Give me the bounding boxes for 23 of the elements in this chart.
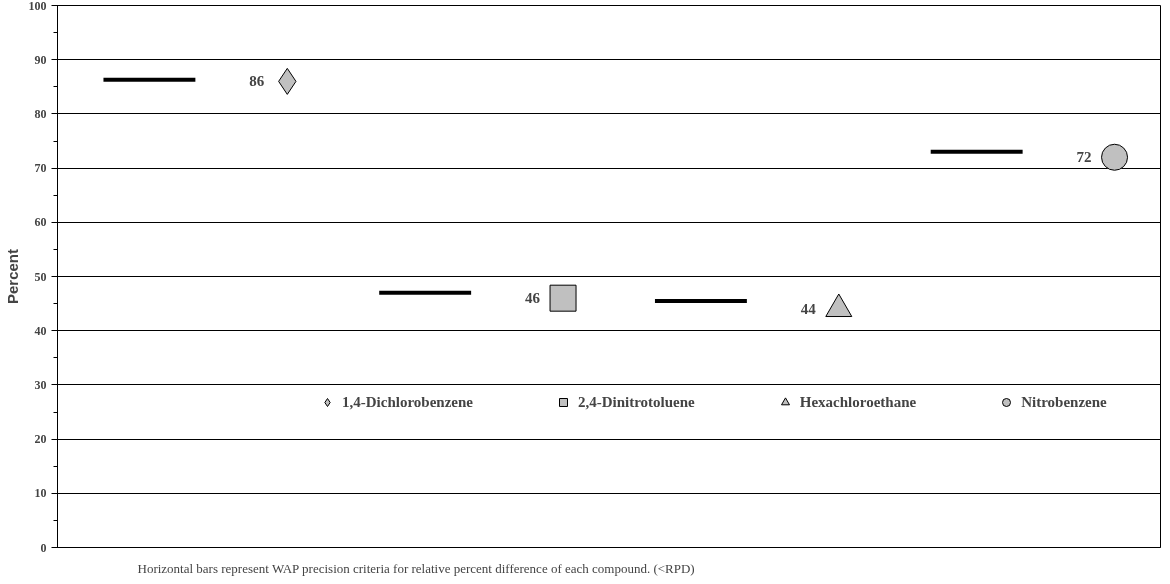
legend-label: Nitrobenzene [1021, 393, 1107, 411]
y-tick-label: 50 [34, 269, 47, 284]
point [549, 284, 577, 312]
y-tick-label: 30 [34, 377, 47, 392]
y-tick-label: 60 [34, 215, 47, 230]
data-label: 72 [1076, 149, 1092, 166]
y-tick-label: 70 [34, 161, 47, 176]
legend-label: Hexachloroethane [799, 393, 917, 411]
y-axis-title: Percent [3, 248, 21, 305]
point [1101, 143, 1129, 171]
data-label: 86 [249, 73, 265, 90]
data-label: 44 [800, 301, 817, 318]
legend-label: 1,4-Dichlorobenzene [342, 393, 473, 411]
y-tick-label: 80 [34, 106, 47, 121]
data-label: 46 [525, 290, 541, 307]
y-tick-label: 90 [34, 52, 47, 67]
y-tick-label: 0 [40, 540, 47, 555]
y-tick-label: 100 [28, 0, 47, 13]
text: Horizontal bars represent WAP precision criteria for relative percent difference of each compound. (<RPD) [137, 560, 695, 576]
y-tick-label: 40 [34, 323, 47, 338]
y-tick-label: 10 [34, 486, 47, 501]
y-tick-label: 20 [34, 432, 47, 447]
legend-label: 2,4-Dinitrotoluene [577, 393, 695, 411]
